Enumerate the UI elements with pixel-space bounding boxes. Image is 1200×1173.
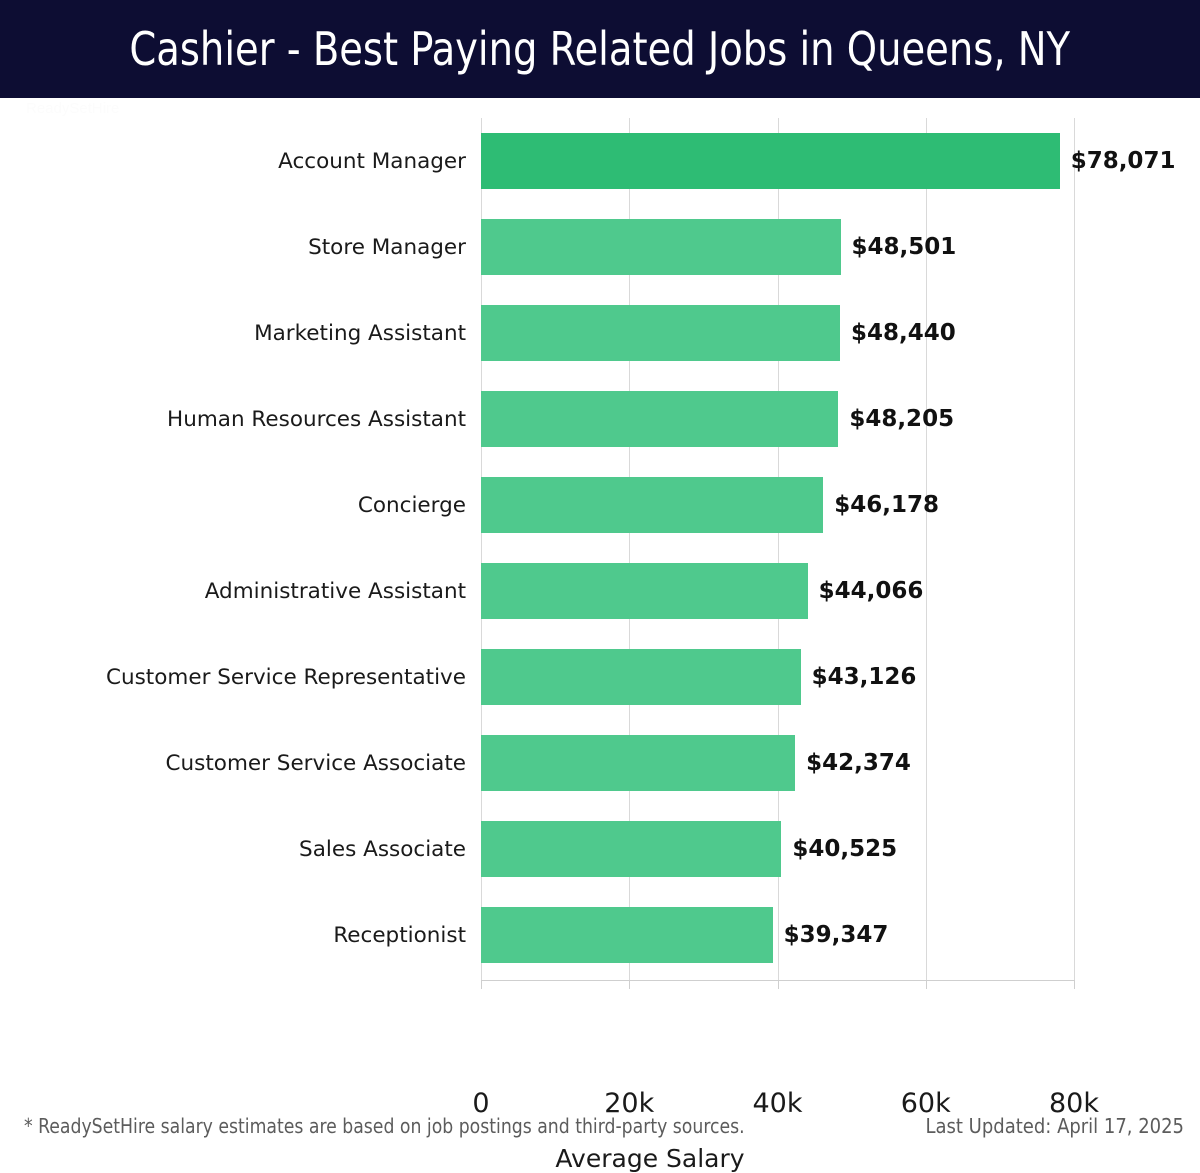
category-label: Concierge	[357, 492, 466, 518]
bar[interactable]	[481, 391, 839, 447]
bar-value-label: $48,205	[849, 406, 955, 432]
bar-value-label: $48,440	[851, 320, 956, 346]
category-label: Administrative Assistant	[204, 578, 466, 604]
gridline-20k	[629, 118, 631, 980]
gridline-80k	[1074, 118, 1075, 980]
category-label: Account Manager	[278, 148, 466, 174]
category-label: Sales Associate	[299, 836, 466, 862]
bar-row: Administrative Assistant $44,066	[0, 548, 1200, 634]
bar-row: Store Manager $48,501	[0, 204, 1200, 290]
bar-value-label: $39,347	[783, 922, 889, 948]
gridline-60k	[925, 118, 927, 980]
bar-value-label: $46,178	[834, 492, 940, 518]
bar-value-label: $42,374	[806, 750, 911, 776]
bar[interactable]	[481, 907, 773, 963]
category-label: Customer Service Associate	[165, 750, 466, 776]
bar-row: Marketing Assistant $48,440	[0, 290, 1200, 376]
bar-value-label: $43,126	[811, 664, 917, 690]
tick-mark-60k	[925, 980, 927, 989]
bar-value-label: $44,066	[818, 578, 924, 604]
tick-mark-40k	[777, 980, 779, 989]
bar-row: Sales Associate $40,525	[0, 806, 1200, 892]
category-label: Marketing Assistant	[254, 320, 466, 346]
chart-footer: * ReadySetHire salary estimates are base…	[0, 1102, 1200, 1158]
tick-mark-20k	[629, 980, 631, 989]
tick-mark-80k	[1074, 980, 1075, 989]
footer-last-updated: Last Updated: April 17, 2025	[925, 1114, 1185, 1138]
page-title: Cashier - Best Paying Related Jobs in Qu…	[129, 22, 1071, 76]
chart-header-banner: Cashier - Best Paying Related Jobs in Qu…	[0, 0, 1200, 98]
bar-value-label: $48,501	[851, 234, 957, 260]
bar-row: Human Resources Assistant $48,205	[0, 376, 1200, 462]
x-tick-label: 80k	[1049, 1088, 1099, 1119]
bar[interactable]	[481, 477, 824, 533]
category-label: Customer Service Representative	[105, 664, 466, 690]
bar-row: Concierge $46,178	[0, 462, 1200, 548]
tick-mark-0	[481, 980, 482, 989]
x-tick-label: 60k	[900, 1088, 951, 1119]
bar[interactable]	[481, 133, 1060, 189]
bar[interactable]	[481, 649, 801, 705]
bar-row: Account Manager $78,071	[0, 118, 1200, 204]
x-tick-label: 20k	[604, 1088, 655, 1119]
bar-row: Customer Service Representative $43,126	[0, 634, 1200, 720]
bar[interactable]	[481, 305, 841, 361]
bar-value-label: $78,071	[1070, 148, 1176, 174]
bar[interactable]	[481, 821, 782, 877]
x-tick-label: 40k	[752, 1088, 803, 1119]
bar-row: Customer Service Associate $42,374	[0, 720, 1200, 806]
category-label: Store Manager	[308, 234, 466, 260]
category-label: Receptionist	[333, 922, 466, 948]
bar[interactable]	[481, 219, 841, 275]
x-tick-label: 0	[472, 1088, 490, 1119]
bar[interactable]	[481, 563, 808, 619]
bar-value-label: $40,525	[792, 836, 898, 862]
gridline-40k	[777, 118, 779, 980]
bar-chart: Account Manager $78,071 Store Manager $48,5…	[0, 98, 1200, 1173]
bar-row: Receptionist $39,347	[0, 892, 1200, 978]
bar[interactable]	[481, 735, 796, 791]
category-label: Human Resources Assistant	[167, 406, 466, 432]
footer-disclaimer: * ReadySetHire salary estimates are base…	[24, 1114, 745, 1138]
plot-gridlines	[481, 118, 1075, 980]
gridline-0	[481, 118, 482, 980]
